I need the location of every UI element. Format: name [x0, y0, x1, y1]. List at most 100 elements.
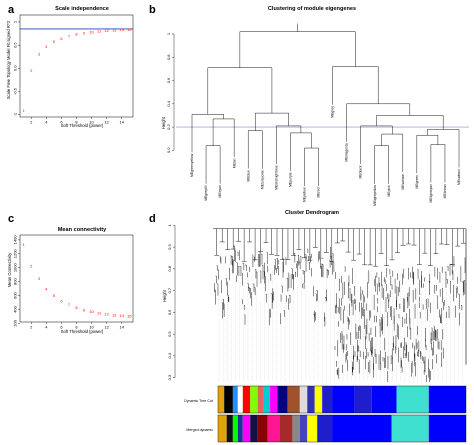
data-point: 8: [75, 305, 78, 310]
y-axis-label: Scale Free Topology Model Fit,signed R^2: [6, 20, 11, 99]
y-tick-label: 800: [13, 278, 18, 285]
data-point: 14: [119, 27, 124, 32]
x-tick-label: 4: [45, 120, 48, 125]
module-color-segment: [237, 415, 243, 442]
data-point: 13: [112, 28, 117, 33]
panel-letter-c: c: [8, 213, 14, 225]
leaf-label: MEsalmon: [401, 173, 405, 189]
module-color-segment: [354, 386, 372, 413]
module-color-segment: [292, 415, 300, 442]
x-axis-label: Soft Threshold (power): [61, 329, 104, 334]
y-tick-label: 1200: [13, 249, 18, 259]
dendrogram-branches: [213, 228, 466, 382]
y-tick-label: 0.0: [13, 65, 18, 71]
y-tick-label: 400: [13, 305, 18, 312]
leaf-label: MEmidnightblue: [274, 165, 278, 189]
track-frame: [217, 414, 467, 443]
chart-title: Clustering of module eigengenes: [268, 6, 356, 12]
y-tick-label: 1000: [13, 262, 18, 272]
leaf-label: MEturquoise: [260, 170, 264, 189]
leaf-label: MEgrey: [331, 106, 335, 118]
x-tick-label: 6: [60, 325, 63, 330]
data-point: 10: [89, 309, 94, 314]
leaf-label: MEtan: [232, 158, 236, 168]
data-point: 15: [127, 27, 132, 32]
panel-letter-b: b: [149, 4, 156, 16]
y-tick-label: 200: [13, 319, 18, 326]
leaf-label: MElightcyan: [429, 184, 433, 203]
data-point: 8: [75, 32, 78, 37]
y-tick-label: 0.4: [166, 100, 171, 106]
x-tick-label: 4: [45, 325, 48, 330]
data-point: 7: [68, 34, 71, 39]
module-color-segment: [287, 386, 300, 413]
leaf-label: MEgreenyellow: [190, 153, 194, 177]
module-color-segment: [371, 386, 397, 413]
cluster-dendrogram: Cluster Dendrogram Height Dynamic Tree C…: [162, 210, 467, 443]
data-point: 14: [119, 313, 124, 318]
data-point: 5: [53, 39, 56, 44]
module-color-segment: [396, 386, 429, 413]
data-point: 9: [83, 30, 86, 35]
x-tick-label: 8: [75, 325, 78, 330]
data-point: 4: [45, 44, 48, 49]
y-tick-label: 0.7: [167, 287, 172, 293]
x-tick-label: 14: [119, 325, 124, 330]
leaf-label: MEblack: [359, 165, 363, 178]
data-point: 1: [23, 108, 26, 113]
data-point: 3: [38, 276, 41, 281]
y-tick-label: 0.0: [166, 147, 171, 153]
data-point: 7: [68, 302, 71, 307]
data-point: 12: [104, 312, 109, 317]
y-axis-label: Height: [162, 289, 167, 302]
leaf-label: MEyellow: [303, 187, 307, 202]
module-color-segment: [322, 386, 333, 413]
data-point: 5: [53, 293, 56, 298]
track-label-dynamic: Dynamic Tree Cut: [184, 399, 213, 403]
mean-connectivity-chart: Mean connectivity Soft Threshold (power)…: [7, 227, 134, 334]
scale-independence-chart: Scale independence Soft Threshold (power…: [6, 6, 134, 128]
data-point: 6: [60, 36, 63, 41]
y-tick-label: 0.6: [166, 77, 171, 83]
track-label-merged: Merged dynamic: [186, 428, 213, 432]
module-color-segment: [277, 386, 288, 413]
module-color-segment: [307, 415, 318, 442]
data-point: 2: [30, 68, 33, 73]
x-axis-label: Soft Threshold (power): [61, 123, 104, 128]
leaf-label: MEgrey60: [204, 185, 208, 201]
track-frame: [217, 385, 467, 414]
module-color-segment: [428, 415, 466, 442]
x-tick-label: 2: [30, 325, 33, 330]
data-point: 12: [104, 28, 109, 33]
leaf-drops: [218, 265, 464, 382]
y-tick-label: 1: [13, 20, 18, 23]
y-tick-label: 1: [166, 32, 171, 35]
module-color-segment: [226, 415, 233, 442]
leaf-label: MElightyellow: [373, 185, 377, 206]
leaf-label: MEgreen: [415, 175, 419, 189]
leaf-label: MEred: [317, 187, 321, 197]
y-tick-label: 0.8: [166, 54, 171, 60]
module-color-segment: [232, 415, 238, 442]
module-color-segment: [270, 386, 278, 413]
module-color-segment: [280, 415, 293, 442]
leaf-label: MEblue: [246, 170, 250, 182]
data-point: 1: [23, 242, 26, 247]
y-axis-label: Height: [161, 116, 166, 129]
data-point: 11: [97, 311, 102, 316]
x-tick-label: 10: [89, 325, 94, 330]
leaf-label: MEcyan: [218, 185, 222, 197]
module-color-segment: [299, 386, 308, 413]
leaf-label: MEsalmon: [457, 169, 461, 185]
module-color-segment: [257, 415, 268, 442]
module-eigengene-dendrogram: Clustering of module eigengenes Height 0…: [161, 6, 469, 206]
module-color-segment: [391, 415, 429, 442]
module-color-segment: [250, 415, 258, 442]
module-color-segment: [242, 386, 251, 413]
module-color-segment: [332, 415, 392, 442]
data-point: 10: [89, 29, 94, 34]
x-tick-label: 2: [30, 120, 33, 125]
data-point: 9: [83, 307, 86, 312]
y-tick-label: -0.5: [13, 87, 18, 95]
